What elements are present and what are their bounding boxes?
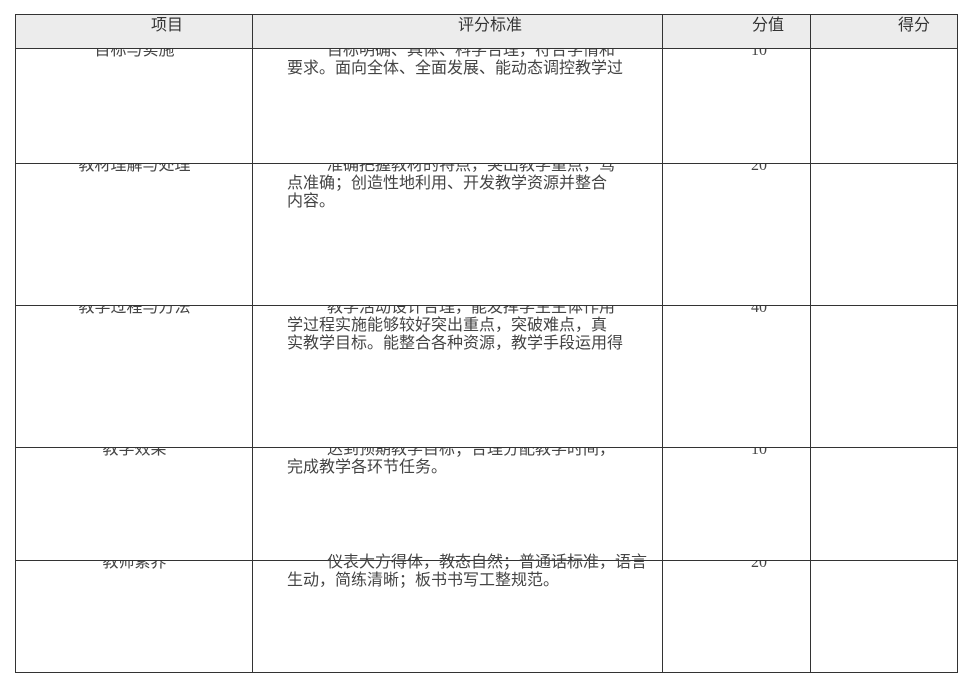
score-text: 10 (751, 447, 767, 458)
criteria-line: 教学活动设计合理，能发挥学生主体作用 (327, 305, 616, 316)
criteria-text: 达到预期教学目标；合理分配教学时间， 完成教学各环节任务。 (287, 447, 616, 477)
criteria-line: 实教学目标。能整合各种资源，教学手段运用得 (287, 335, 624, 352)
criteria-line: 目标明确、具体、科学合理，符合学情和 (327, 48, 616, 59)
item-text: 教材理解与处理 (78, 163, 191, 174)
header-cell: 分值 (662, 14, 811, 49)
criteria-cell: 准确把握教材的特点，突出教学重点，驾 点准确；创造性地利用、开发教学资源并整合 内容… (252, 163, 663, 306)
header-cell: 评分标准 (252, 14, 663, 49)
score-cell: 10 (662, 48, 811, 164)
item-text: 教师素养 (102, 560, 167, 571)
criteria-text: 教学活动设计合理，能发挥学生主体作用 学过程实施能够较好突出重点，突破难点，真 实教… (287, 305, 624, 353)
criteria-line: 完成教学各环节任务。 (287, 459, 448, 476)
criteria-text: 仪表大方得体，教态自然；普通话标准，语言 生动，简练清晰；板书书写工整规范。 (287, 554, 647, 590)
item-cell: 教师素养 (15, 560, 253, 673)
item-text: 教学过程与方法 (78, 305, 191, 316)
points-cell (810, 305, 958, 448)
criteria-text: 准确把握教材的特点，突出教学重点，驾 点准确；创造性地利用、开发教学资源并整合 内容… (287, 163, 616, 211)
points-cell (810, 48, 958, 164)
score-text: 40 (751, 305, 767, 316)
header-cell: 得分 (810, 14, 958, 49)
score-text: 20 (751, 163, 767, 174)
criteria-line: 要求。面向全体、全面发展、能动态调控教学过 (287, 60, 624, 77)
header-text: 项目 (151, 15, 184, 34)
item-text: 教学效果 (102, 447, 167, 458)
criteria-line: 点准确；创造性地利用、开发教学资源并整合 (287, 175, 608, 192)
criteria-line: 内容。 (287, 193, 336, 210)
points-cell (810, 447, 958, 561)
criteria-text: 目标明确、具体、科学合理，符合学情和 要求。面向全体、全面发展、能动态调控教学过 (287, 48, 624, 78)
criteria-cell: 教学活动设计合理，能发挥学生主体作用 学过程实施能够较好突出重点，突破难点，真 实教… (252, 305, 663, 448)
criteria-line: 学过程实施能够较好突出重点，突破难点，真 (287, 317, 608, 334)
score-cell: 40 (662, 305, 811, 448)
header-cell: 项目 (15, 14, 253, 49)
item-cell: 教材理解与处理 (15, 163, 253, 306)
criteria-line: 生动，简练清晰；板书书写工整规范。 (287, 572, 560, 589)
item-text: 目标与实施 (94, 48, 175, 59)
criteria-cell: 仪表大方得体，教态自然；普通话标准，语言 生动，简练清晰；板书书写工整规范。 (252, 554, 663, 673)
item-cell: 目标与实施 (15, 48, 253, 164)
points-cell (810, 560, 958, 673)
score-cell: 20 (662, 163, 811, 306)
criteria-cell: 达到预期教学目标；合理分配教学时间， 完成教学各环节任务。 (252, 447, 663, 561)
item-cell: 教学过程与方法 (15, 305, 253, 448)
item-cell: 教学效果 (15, 447, 253, 561)
header-text: 分值 (752, 15, 785, 34)
criteria-line: 仪表大方得体，教态自然；普通话标准，语言 (327, 554, 648, 571)
header-text: 得分 (898, 15, 931, 34)
criteria-line: 达到预期教学目标；合理分配教学时间， (327, 447, 616, 458)
score-cell: 20 (662, 560, 811, 673)
header-text: 评分标准 (458, 15, 523, 34)
score-text: 20 (751, 560, 767, 571)
criteria-cell: 目标明确、具体、科学合理，符合学情和 要求。面向全体、全面发展、能动态调控教学过 (252, 48, 663, 164)
score-cell: 10 (662, 447, 811, 561)
criteria-line: 准确把握教材的特点，突出教学重点，驾 (327, 163, 616, 174)
points-cell (810, 163, 958, 306)
score-text: 10 (751, 48, 767, 59)
